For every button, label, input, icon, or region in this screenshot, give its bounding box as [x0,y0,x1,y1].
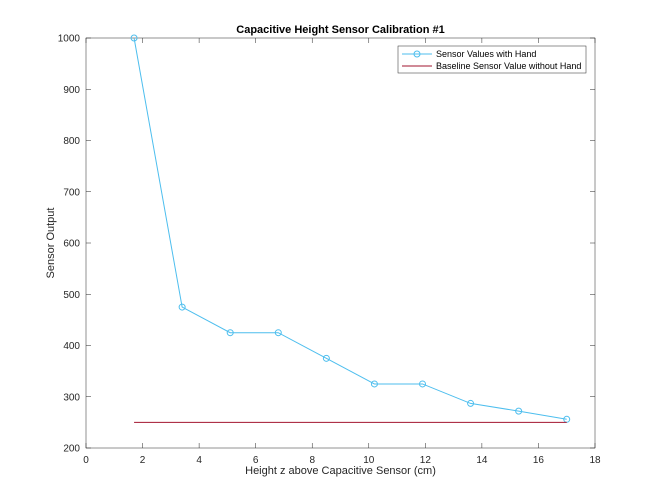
chart-title: Capacitive Height Sensor Calibration #1 [236,24,444,36]
x-tick-label: 0 [83,455,89,466]
data-point [515,407,523,415]
y-tick-label: 800 [63,136,80,147]
x-axis-label: Height z above Capacitive Sensor (cm) [245,465,436,477]
data-point [419,380,427,388]
y-axis-ticks: 200 300 400 500 600 700 800 900 1000 [58,34,595,455]
legend-box [397,45,587,74]
y-tick-label: 500 [63,290,80,301]
data-point [178,303,186,311]
legend-baseline-label: Baseline Sensor Value without Hand [436,61,581,71]
y-tick-label: 1000 [58,34,81,45]
x-tick-label: 8 [309,455,315,466]
legend-sensor-marker [413,50,421,58]
series-layer [130,34,571,423]
x-tick-label: 6 [253,455,259,466]
data-point [370,380,378,388]
y-tick-label: 900 [63,85,80,96]
x-tick-label: 12 [420,455,432,466]
data-point [226,329,234,337]
x-tick-label: 14 [476,455,488,466]
data-point [467,399,475,407]
y-tick-label: 300 [63,392,80,403]
y-tick-label: 700 [63,187,80,198]
x-tick-label: 4 [196,455,202,466]
data-point [130,34,138,42]
x-tick-label: 10 [363,455,375,466]
x-tick-label: 16 [533,455,545,466]
y-axis-label: Sensor Output [45,208,57,279]
series-line-0 [133,37,567,420]
x-axis-ticks: 0 2 4 6 8 10 12 14 16 18 [83,38,601,466]
data-point [322,354,330,362]
legend: Sensor Values with Hand Baseline Sensor … [397,45,587,74]
y-tick-label: 400 [63,341,80,352]
y-tick-label: 600 [63,239,80,250]
data-point [563,415,571,423]
x-tick-label: 2 [140,455,146,466]
data-point [274,329,282,337]
legend-sensor-label: Sensor Values with Hand [436,49,536,59]
x-tick-label: 18 [589,455,601,466]
y-tick-label: 200 [63,444,80,455]
plot-area [85,37,596,449]
